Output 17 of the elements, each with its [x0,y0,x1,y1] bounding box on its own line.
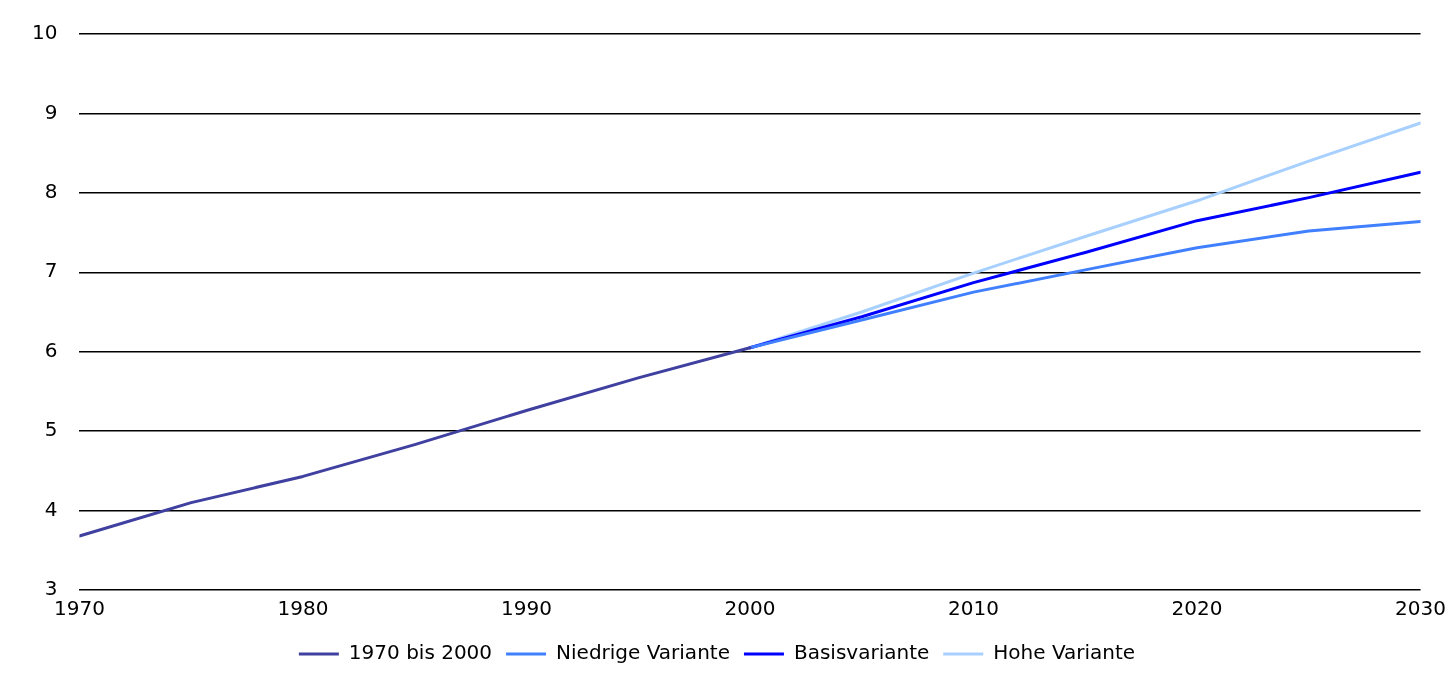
y-tick-label: 10 [32,20,58,45]
legend-label: Basisvariante [793,640,930,665]
legend-label: Niedrige Variante [556,640,730,665]
y-tick-label: 6 [44,337,58,362]
y-tick-label: 8 [44,179,58,204]
y-tick-label: 9 [44,99,58,124]
y-tick-label: 7 [44,258,58,283]
legend-label: Hohe Variante [993,640,1136,665]
y-tick-label: 4 [44,496,58,521]
x-tick-label: 2010 [948,596,999,621]
x-tick-label: 2000 [724,596,776,621]
x-tick-label: 2030 [1395,596,1446,621]
x-tick-label: 1990 [501,596,552,621]
x-tick-label: 2020 [1171,596,1223,621]
x-tick-label: 1980 [277,596,329,621]
y-tick-label: 5 [44,417,58,442]
legend-label: 1970 bis 2000 [348,640,493,665]
